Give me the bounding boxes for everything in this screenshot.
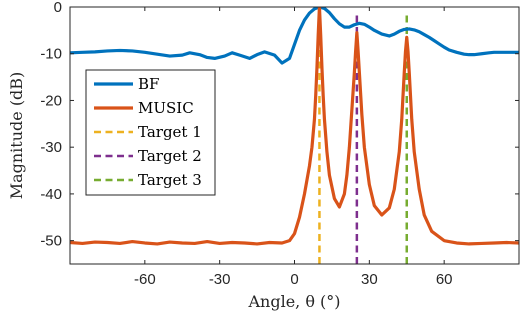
- y-axis-label: Magnitude (dB): [7, 72, 26, 200]
- x-tick-label: 0: [290, 271, 298, 288]
- x-tick-label: 60: [436, 271, 453, 288]
- series-line-music: [70, 7, 519, 246]
- x-tick-label: -30: [209, 271, 231, 288]
- legend-label-music: MUSIC: [138, 99, 194, 117]
- legend-label-target-2: Target 2: [138, 147, 202, 165]
- legend: BF MUSIC Target 1 Target 2 Target 3: [85, 69, 216, 196]
- x-tick-label: -60: [134, 271, 156, 288]
- legend-label-target-3: Target 3: [138, 171, 202, 189]
- series-line-bf: [70, 7, 519, 65]
- y-tick-label: 0: [54, 0, 62, 16]
- x-tick-label: 30: [361, 271, 378, 288]
- y-tick-label: -20: [40, 92, 62, 109]
- legend-label-bf: BF: [138, 75, 159, 93]
- legend-label-target-1: Target 1: [138, 123, 202, 141]
- y-tick-label: -40: [40, 186, 62, 203]
- y-tick-label: -10: [40, 46, 62, 63]
- y-tick-label: -30: [40, 139, 62, 156]
- y-tick-label: -50: [40, 233, 62, 250]
- x-axis-label: Angle, θ (°): [247, 292, 340, 311]
